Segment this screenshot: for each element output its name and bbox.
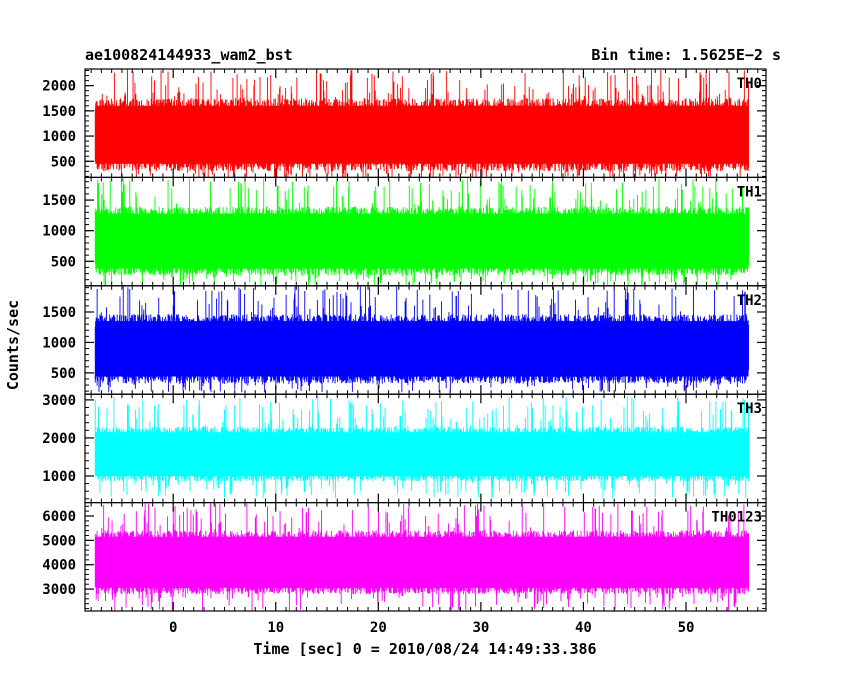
y-axis: 3000 4000 5000 6000 [42, 505, 766, 610]
y-tick-label: 1500 [42, 104, 76, 120]
x-tick-label: 20 [370, 620, 387, 636]
panel-label-th0: TH0 [737, 76, 762, 92]
x-axis-label: Time [sec] 0 = 2010/08/24 14:49:33.386 [253, 640, 596, 658]
y-tick-label: 500 [51, 366, 76, 382]
panel-th1: 500 1000 1500 TH1 [42, 176, 767, 287]
series-th3 [94, 396, 750, 498]
x-tick-label: 30 [472, 620, 489, 636]
panel-th0: 500 1000 1500 2000 TH0 [42, 68, 767, 179]
y-axis: 500 1000 1500 [42, 287, 766, 392]
y-tick-label: 500 [51, 154, 76, 170]
y-tick-label: 2000 [42, 79, 76, 95]
y-tick-label: 1000 [42, 129, 76, 145]
y-axis: 1000 2000 3000 [42, 393, 766, 500]
series-trace-th0123 [94, 502, 750, 611]
x-axis: 0 10 20 30 40 50 [169, 620, 694, 636]
series-trace-th3 [94, 396, 750, 498]
y-tick-label: 5000 [42, 533, 76, 549]
x-tick-label: 10 [267, 620, 284, 636]
x-tick-label: 0 [169, 620, 177, 636]
series-th0123 [94, 502, 750, 611]
series-th2 [94, 286, 750, 393]
series-th1 [94, 177, 750, 286]
x-tick-label: 50 [678, 620, 695, 636]
y-tick-label: 4000 [42, 558, 76, 574]
y-tick-label: 1500 [42, 193, 76, 209]
y-tick-label: 1000 [42, 224, 76, 240]
panel-th0123: 3000 4000 5000 6000 TH0123 [42, 502, 767, 612]
panel-label-th3: TH3 [737, 401, 762, 417]
y-tick-label: 500 [51, 254, 76, 270]
y-tick-label: 3000 [42, 582, 76, 598]
y-tick-label: 1500 [42, 305, 76, 321]
series-th0 [94, 69, 750, 178]
y-tick-label: 1000 [42, 335, 76, 351]
series-trace-th2 [94, 286, 750, 393]
y-axis-label: Counts/sec [4, 300, 22, 390]
series-trace-th0 [94, 69, 750, 178]
series-trace-th1 [94, 177, 750, 286]
y-axis: 500 1000 1500 [42, 181, 766, 281]
panel-th2: 500 1000 1500 TH2 [42, 285, 767, 395]
y-tick-label: 1000 [42, 469, 76, 485]
y-tick-label: 6000 [42, 509, 76, 525]
y-tick-label: 2000 [42, 431, 76, 447]
panel-label-th0123: TH0123 [711, 510, 762, 526]
bin-time-label: Bin time: 1.5625E−2 s [591, 46, 781, 64]
y-tick-label: 3000 [42, 393, 76, 409]
y-axis: 500 1000 1500 2000 [42, 70, 766, 177]
chart-title: ae100824144933_wam2_bst [85, 46, 293, 64]
panel-th3: 1000 2000 3000 TH3 [42, 393, 767, 504]
x-tick-label: 40 [575, 620, 592, 636]
panel-frame [84, 502, 767, 612]
panel-label-th1: TH1 [737, 184, 762, 200]
panel-label-th2: TH2 [737, 293, 762, 309]
